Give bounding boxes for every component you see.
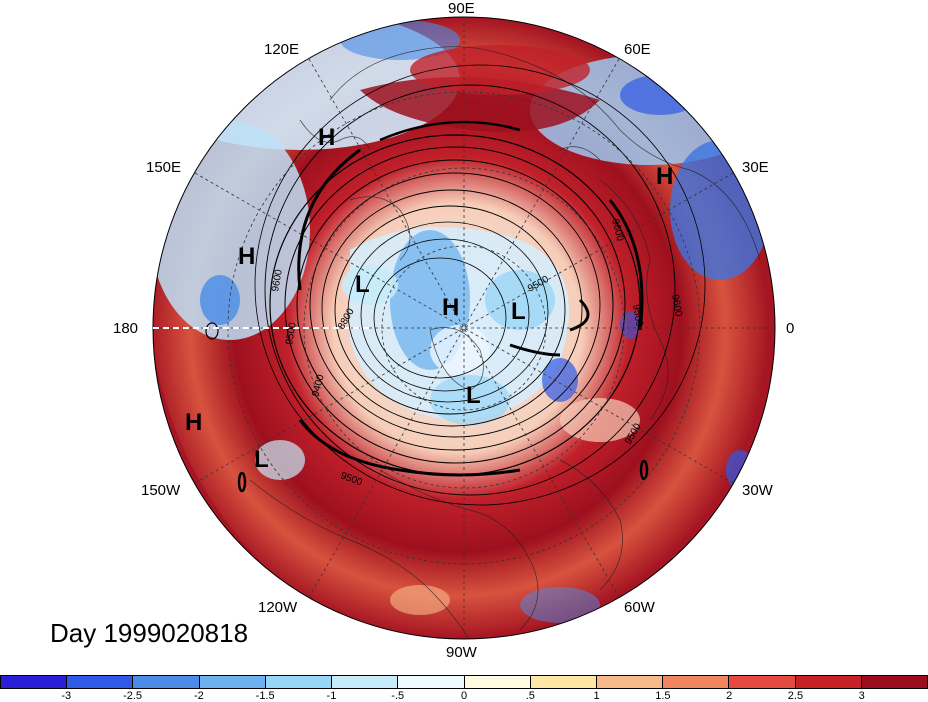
colorbar-tick-label: -.5 xyxy=(391,690,405,702)
low-marker: L xyxy=(466,382,481,409)
colorbar-tick-label: -1 xyxy=(326,690,337,702)
colorbar-tick-label: 1.5 xyxy=(655,690,671,702)
colorbar-box xyxy=(596,676,664,688)
high-marker: H xyxy=(318,124,335,151)
lon-label-120w: 120W xyxy=(258,599,298,616)
lon-label-30e: 30E xyxy=(742,159,769,176)
colorbar-box xyxy=(795,676,862,688)
lon-label-90w: 90W xyxy=(446,644,477,661)
colorbar-box xyxy=(1,676,68,688)
high-marker: H xyxy=(656,163,673,190)
lon-label-150w: 150W xyxy=(141,482,181,499)
colorbar-tick-label: -2 xyxy=(193,690,204,702)
lon-label-60w: 60W xyxy=(624,599,655,616)
colorbar-tick-label: 0 xyxy=(460,690,468,702)
colorbar-box xyxy=(199,676,266,688)
colorbar-box xyxy=(332,676,399,688)
contour-label: 9600 xyxy=(270,268,285,292)
contour-label: 9500 xyxy=(284,321,299,345)
colorbar-box xyxy=(464,676,531,688)
high-marker: H xyxy=(238,243,255,270)
lon-label-150e: 150E xyxy=(146,159,182,176)
colorbar-box xyxy=(133,676,200,688)
contour-label: 9500 xyxy=(630,304,645,328)
colorbar-tick-label: -3 xyxy=(61,690,72,702)
low-marker: L xyxy=(511,298,526,325)
colorbar-tick-label: 1 xyxy=(593,690,600,702)
colorbar xyxy=(0,675,928,689)
lon-label-180: 180 xyxy=(113,320,139,337)
low-marker: L xyxy=(355,271,370,298)
colorbar-box xyxy=(67,676,134,688)
colorbar-tick-label: -2.5 xyxy=(123,690,143,702)
contour-label: 9600 xyxy=(669,294,684,318)
colorbar-box xyxy=(729,676,796,688)
lon-label-30w: 30W xyxy=(742,482,773,499)
colorbar-box xyxy=(530,676,597,688)
colorbar-tick-label: -1.5 xyxy=(255,690,275,702)
colorbar-tick-label: 2 xyxy=(726,690,733,702)
lon-label-120e: 120E xyxy=(264,41,300,58)
lon-label-60e: 60E xyxy=(624,41,651,58)
coastlines xyxy=(249,46,761,639)
colorbar-tick-label: .5 xyxy=(525,690,535,702)
colorbar-tick-label: 2.5 xyxy=(787,690,804,702)
colorbar-box xyxy=(861,676,928,688)
lon-label-0: 0 xyxy=(786,320,795,337)
colorbar-box xyxy=(398,676,465,688)
high-marker: H xyxy=(442,294,459,321)
contours xyxy=(205,64,706,506)
lon-label-90e: 90E xyxy=(448,0,475,17)
high-marker: H xyxy=(185,409,202,436)
colorbar-box xyxy=(265,676,333,688)
colorbar-box xyxy=(663,676,730,688)
colorbar-tick-label: 3 xyxy=(858,690,865,702)
low-marker: L xyxy=(254,446,269,473)
day-title: Day 1999020818 xyxy=(50,618,249,648)
